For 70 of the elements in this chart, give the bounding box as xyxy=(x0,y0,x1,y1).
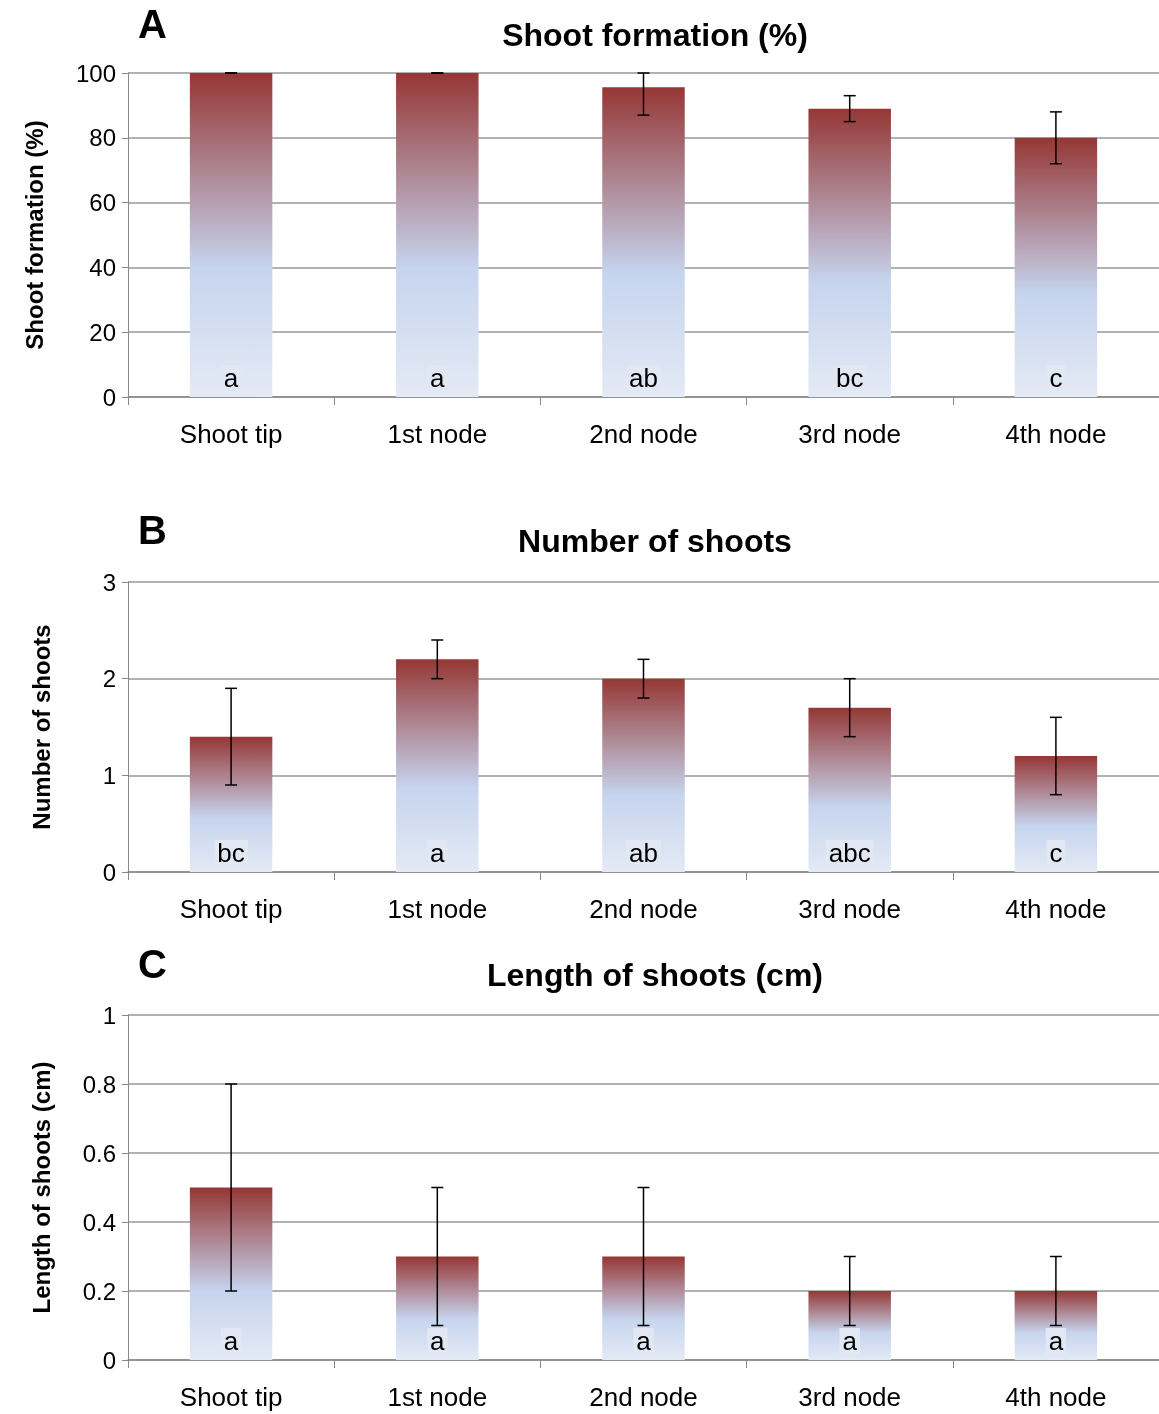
y-tick-label: 0.4 xyxy=(82,1208,116,1236)
bar xyxy=(1014,1291,1098,1360)
bar xyxy=(808,108,891,397)
y-tick-label: 60 xyxy=(89,189,116,217)
bar xyxy=(189,1187,273,1360)
x-tick-label: 2nd node xyxy=(589,894,698,924)
annotation: a xyxy=(223,1326,239,1356)
x-tick-label: 1st node xyxy=(387,1382,488,1412)
x-tick-label: 2nd node xyxy=(589,419,698,449)
y-axis-title: Length of shoots (cm) xyxy=(27,1061,55,1314)
annotation: a xyxy=(842,1326,858,1356)
annotation: bc xyxy=(217,838,245,868)
bar xyxy=(602,87,685,397)
annotation: c xyxy=(1049,363,1063,393)
y-tick-label: 0 xyxy=(102,383,116,411)
annotation: a xyxy=(223,363,239,393)
y-tick-label: 0 xyxy=(102,1346,116,1374)
x-tick-label: 4th node xyxy=(1005,419,1107,449)
bar xyxy=(1014,137,1098,397)
y-tick-label: 100 xyxy=(75,59,116,87)
y-tick-label: 0.2 xyxy=(82,1277,116,1305)
text: A xyxy=(138,2,167,46)
annotation: ab xyxy=(629,838,658,868)
bar xyxy=(189,736,273,872)
y-tick-label: 2 xyxy=(102,665,116,693)
bar xyxy=(396,1256,479,1360)
annotation: a xyxy=(430,363,446,393)
bar xyxy=(808,707,891,872)
y-axis-title: Shoot formation (%) xyxy=(20,120,48,350)
annotation: bc xyxy=(835,363,864,393)
x-tick-label: 2nd node xyxy=(589,1382,698,1412)
x-tick-label: 3rd node xyxy=(798,894,902,924)
bar xyxy=(396,659,479,872)
chart-title: Shoot formation (%) xyxy=(502,17,808,53)
bar xyxy=(189,73,273,397)
x-tick-label: Shoot tip xyxy=(179,1382,283,1412)
y-tick-label: 20 xyxy=(89,318,116,346)
chart-title: Number of shoots xyxy=(518,523,792,559)
y-axis-title: Number of shoots xyxy=(27,624,55,830)
bar xyxy=(396,73,479,397)
y-tick-label: 0.6 xyxy=(82,1139,116,1167)
annotation: ab xyxy=(629,363,658,393)
y-tick-label: 80 xyxy=(89,124,116,152)
x-tick-label: 1st node xyxy=(387,419,488,449)
y-tick-label: 40 xyxy=(89,253,116,281)
annotation: a xyxy=(430,838,446,868)
annotation: c xyxy=(1049,838,1063,868)
bar xyxy=(1014,756,1098,872)
y-tick-label: 3 xyxy=(102,568,116,596)
annotation: abc xyxy=(828,838,871,868)
x-tick-label: 3rd node xyxy=(798,1382,902,1412)
y-tick-label: 0 xyxy=(102,858,116,886)
bar xyxy=(602,678,685,872)
annotation: a xyxy=(1048,1326,1064,1356)
bar xyxy=(602,1256,685,1360)
x-tick-label: 3rd node xyxy=(798,419,902,449)
annotation: a xyxy=(636,1326,652,1356)
text: B xyxy=(138,508,167,552)
x-tick-label: Shoot tip xyxy=(179,419,283,449)
y-tick-label: 1 xyxy=(102,761,116,789)
x-tick-label: Shoot tip xyxy=(179,894,283,924)
annotation: a xyxy=(430,1326,446,1356)
text: C xyxy=(138,942,167,986)
x-tick-label: 1st node xyxy=(387,894,488,924)
y-tick-label: 1 xyxy=(102,1001,116,1029)
x-tick-label: 4th node xyxy=(1005,1382,1107,1412)
chart-title: Length of shoots (cm) xyxy=(487,957,823,993)
bar xyxy=(808,1291,891,1360)
y-tick-label: 0.8 xyxy=(82,1070,116,1098)
x-tick-label: 4th node xyxy=(1005,894,1107,924)
